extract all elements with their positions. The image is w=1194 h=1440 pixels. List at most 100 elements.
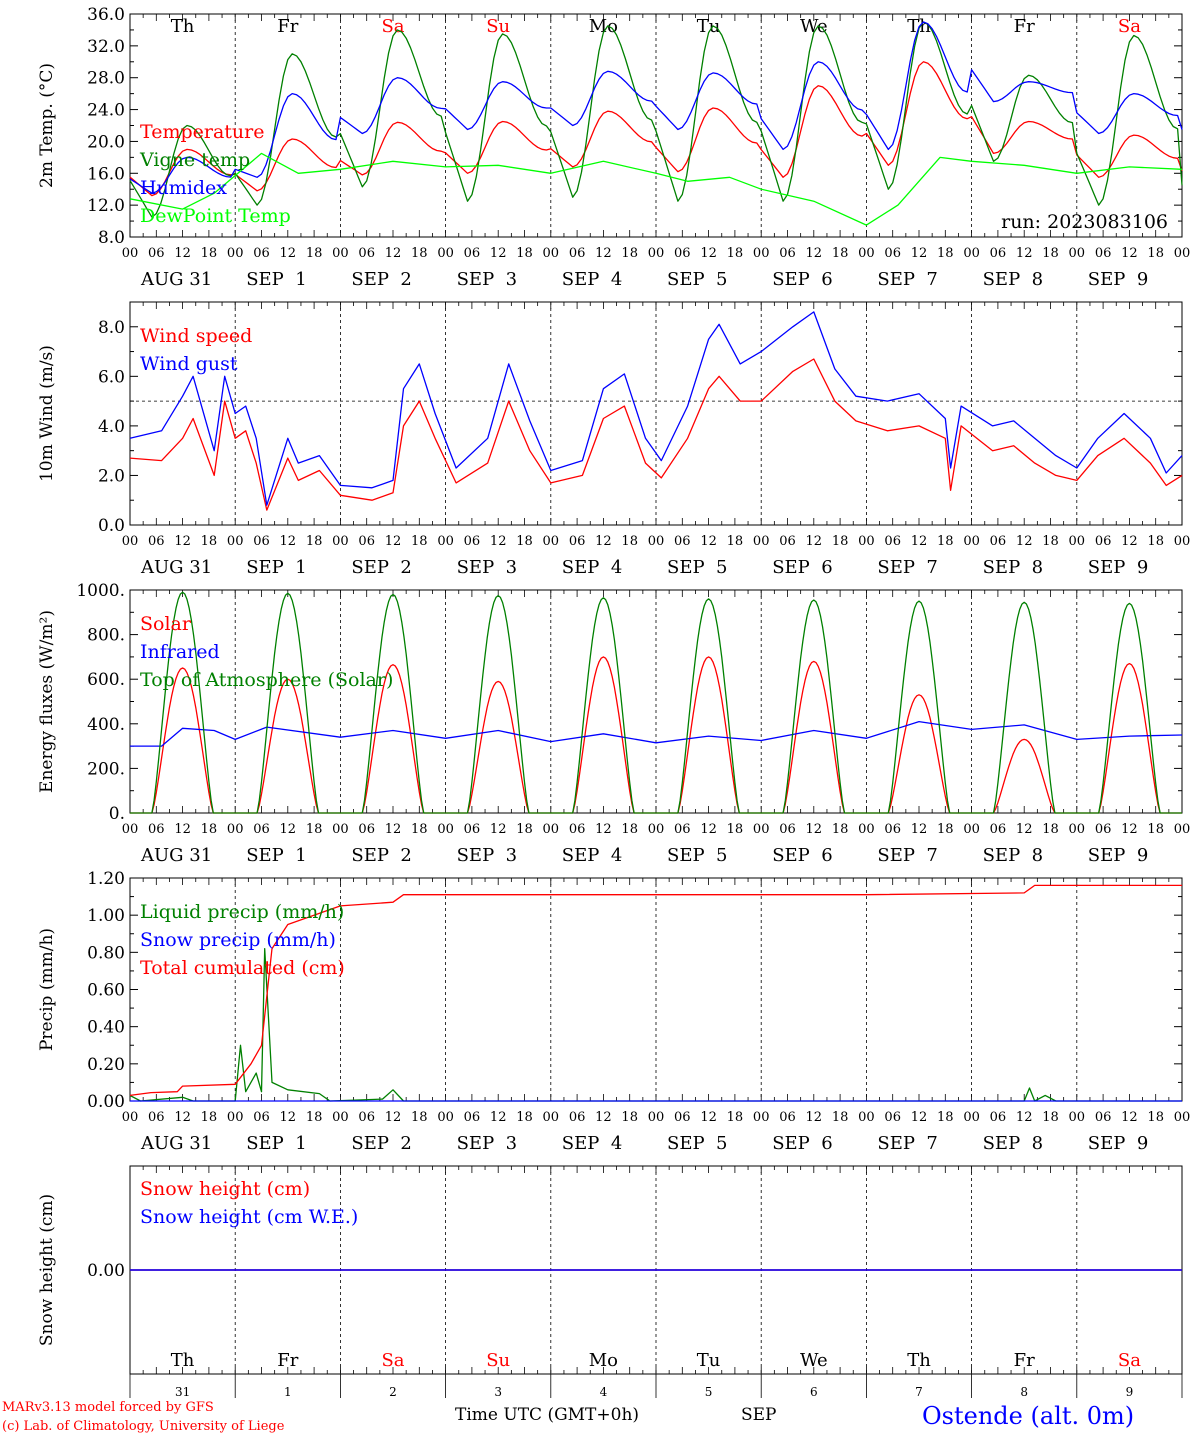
day-number-label: 2 <box>389 1385 397 1399</box>
panel-snow: 0.00 Snow height (cm) Snow height (cm) Snow… <box>37 1165 1183 1399</box>
y-tick-label: 12.0 <box>87 196 125 216</box>
day-number-label: 31 <box>175 1385 190 1399</box>
hour-tick-label: 18 <box>411 1110 428 1125</box>
date-label: SEP 1 <box>246 1133 306 1154</box>
hour-tick-label: 18 <box>516 246 533 261</box>
y-tick-label: 0. <box>109 804 125 824</box>
x-axis-title: Time UTC (GMT+0h) <box>455 1405 640 1425</box>
hour-tick-label: 12 <box>490 1110 507 1125</box>
hour-tick-label: 12 <box>174 246 191 261</box>
hour-tick-label: 12 <box>700 822 717 837</box>
hour-tick-label: 06 <box>779 822 796 837</box>
hour-tick-label: 06 <box>148 246 165 261</box>
hour-tick-label: 06 <box>674 534 691 549</box>
weekday-label: Tu <box>697 16 721 37</box>
date-label: AUG 31 <box>140 269 212 290</box>
hour-tick-label: 00 <box>858 534 875 549</box>
date-label: AUG 31 <box>140 1133 212 1154</box>
series-top-of-atmosphere-solar- <box>130 591 1182 814</box>
hour-tick-label: 12 <box>700 1110 717 1125</box>
hour-tick-label: 00 <box>648 1110 665 1125</box>
y-axis-label: Precip (mm/h) <box>37 928 57 1051</box>
date-label: SEP 4 <box>562 1133 622 1154</box>
day-number-label: 3 <box>494 1385 502 1399</box>
series-vigne-temp <box>129 21 1183 218</box>
date-label: SEP 8 <box>983 557 1043 578</box>
date-label: SEP 3 <box>457 557 517 578</box>
legend-entry: Snow precip (mm/h) <box>140 929 336 951</box>
date-label: SEP 4 <box>562 269 622 290</box>
hour-tick-label: 12 <box>385 534 402 549</box>
legend-entry: Temperature <box>140 121 264 143</box>
legend-entry: Snow height (cm) <box>140 1178 310 1200</box>
hour-tick-label: 06 <box>1095 1110 1112 1125</box>
series-dewpoint-temp <box>129 152 1183 226</box>
hour-tick-label: 00 <box>1174 822 1191 837</box>
hour-tick-label: 06 <box>990 246 1007 261</box>
y-axis-label: 2m Temp. (°C) <box>37 63 57 188</box>
y-tick-label: 0.0 <box>98 516 125 536</box>
y-tick-label: 1.00 <box>87 906 125 926</box>
hour-tick-label: 12 <box>385 246 402 261</box>
y-tick-label: 0.80 <box>87 943 125 963</box>
hour-tick-label: 18 <box>621 822 638 837</box>
hour-tick-label: 18 <box>832 822 849 837</box>
weekday-label: We <box>800 1350 828 1371</box>
hour-tick-label: 00 <box>332 534 349 549</box>
hour-tick-label: 18 <box>621 1110 638 1125</box>
hour-tick-label: 18 <box>516 1110 533 1125</box>
y-tick-label: 200. <box>87 759 125 779</box>
y-axis-label: Snow height (cm) <box>37 1194 57 1346</box>
hour-tick-label: 06 <box>1095 246 1112 261</box>
run-label: run: 2023083106 <box>1001 211 1168 233</box>
date-label: SEP 9 <box>1088 1133 1148 1154</box>
hour-tick-label: 12 <box>1016 822 1033 837</box>
hour-tick-label: 12 <box>595 1110 612 1125</box>
hour-tick-label: 18 <box>306 246 323 261</box>
legend-entry: Snow height (cm W.E.) <box>140 1206 358 1228</box>
hour-tick-label: 18 <box>832 246 849 261</box>
hour-tick-label: 12 <box>806 822 823 837</box>
hour-tick-label: 12 <box>1121 246 1138 261</box>
hour-tick-label: 12 <box>595 822 612 837</box>
series-infrared <box>130 720 1183 747</box>
hour-tick-label: 12 <box>1121 1110 1138 1125</box>
hour-tick-label: 12 <box>280 534 297 549</box>
hour-tick-label: 06 <box>884 246 901 261</box>
panel-temp: 36.0 32.0 28.0 24.0 20.0 16.0 12.0 8.0 2m Temp. … <box>37 5 1190 290</box>
date-label: SEP 1 <box>246 557 306 578</box>
hour-tick-label: 00 <box>437 246 454 261</box>
hour-tick-label: 18 <box>1147 246 1164 261</box>
hour-tick-label: 00 <box>543 822 560 837</box>
hour-tick-label: 00 <box>437 1110 454 1125</box>
legend-entry: Total cumulated (cm) <box>140 957 345 979</box>
weekday-label: Fr <box>277 16 298 37</box>
series-wind-speed <box>129 358 1183 511</box>
station-label: Ostende (alt. 0m) <box>922 1402 1135 1430</box>
date-label: SEP 1 <box>246 269 306 290</box>
hour-tick-label: 18 <box>621 246 638 261</box>
hour-tick-label: 00 <box>122 1110 139 1125</box>
date-label: SEP 7 <box>877 557 937 578</box>
hour-tick-label: 06 <box>674 1110 691 1125</box>
hour-tick-label: 12 <box>174 534 191 549</box>
month-label: SEP <box>741 1405 777 1425</box>
date-label: SEP 3 <box>457 269 517 290</box>
date-label: SEP 2 <box>351 845 411 866</box>
series-humidex <box>129 21 1183 194</box>
hour-tick-label: 12 <box>174 1110 191 1125</box>
panel-frame <box>129 13 1183 238</box>
hour-tick-label: 18 <box>411 534 428 549</box>
hour-tick-label: 18 <box>727 822 744 837</box>
hour-tick-label: 00 <box>332 822 349 837</box>
hour-tick-label: 00 <box>963 822 980 837</box>
date-label: SEP 1 <box>246 845 306 866</box>
hour-tick-label: 12 <box>911 246 928 261</box>
hour-tick-label: 12 <box>806 1110 823 1125</box>
y-tick-label: 800. <box>87 626 125 646</box>
hour-tick-label: 18 <box>1042 822 1059 837</box>
hour-tick-label: 00 <box>227 822 244 837</box>
hour-tick-label: 00 <box>227 246 244 261</box>
day-number-label: 9 <box>1126 1385 1134 1399</box>
